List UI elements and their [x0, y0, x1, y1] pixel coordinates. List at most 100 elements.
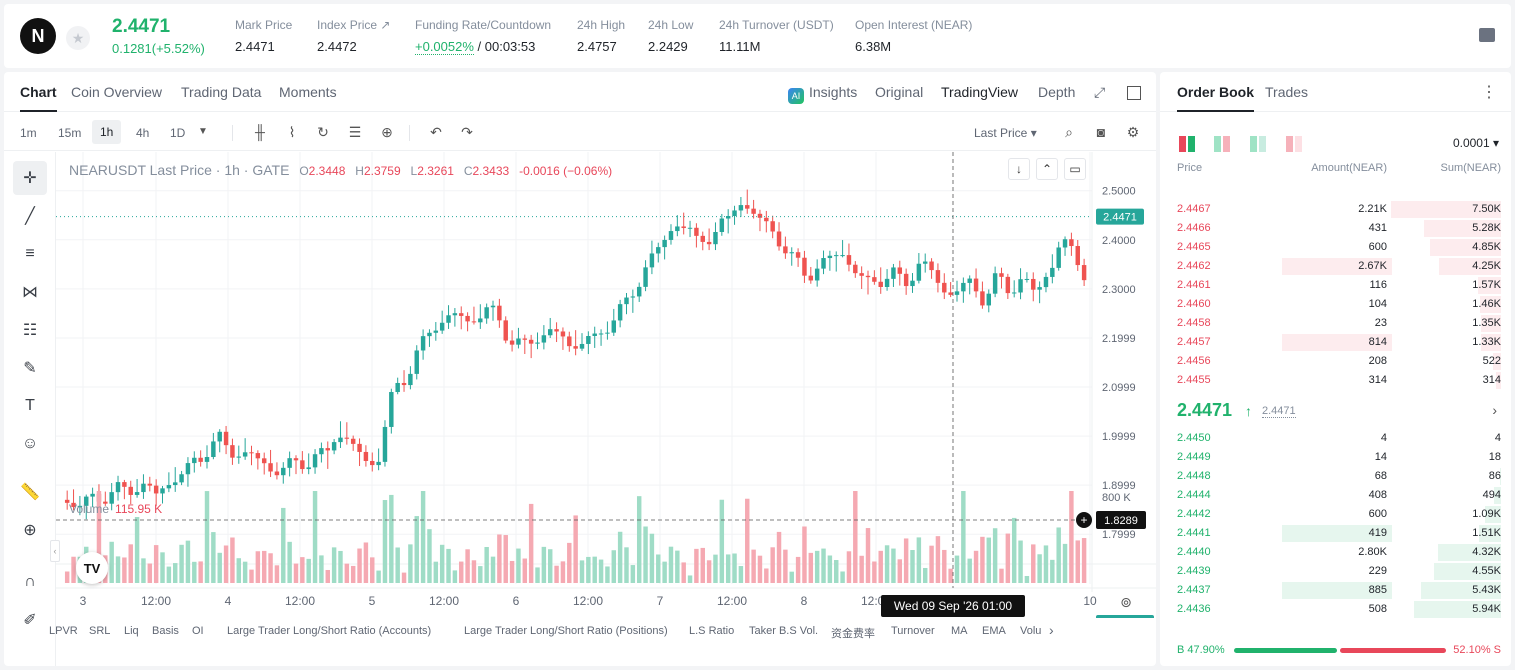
fib-icon[interactable]: ☷	[22, 322, 38, 339]
candle-type-icon[interactable]: ╫	[255, 124, 265, 140]
ask-row[interactable]: 2.4460 104 1.46K	[1160, 295, 1511, 314]
search-icon[interactable]: ⌕	[1065, 124, 1073, 140]
tradingview-tab[interactable]: TradingView	[941, 84, 1019, 100]
stat-label: 24h Turnover (USDT)	[719, 18, 834, 32]
ask-row[interactable]: 2.4457 814 1.33K	[1160, 333, 1511, 352]
indicator-item[interactable]: MA	[951, 625, 968, 637]
templates-icon[interactable]: ☰	[348, 124, 362, 140]
emoji-icon[interactable]: ☺	[21, 435, 39, 452]
add-indicator-icon[interactable]: ⊕	[381, 124, 393, 140]
ask-row[interactable]: 2.4456 208 522	[1160, 352, 1511, 371]
zoom-in-icon[interactable]: ⊕	[23, 522, 37, 539]
price-source-select[interactable]: Last Price ▾	[974, 126, 1037, 140]
indicator-item[interactable]: Turnover	[891, 625, 935, 637]
chevron-left-icon[interactable]: ‹	[50, 540, 60, 562]
indicator-item[interactable]: OI	[192, 625, 204, 637]
indicator-item[interactable]: Large Trader Long/Short Ratio (Accounts)	[227, 625, 432, 637]
indicator-item[interactable]: Volu	[1020, 625, 1042, 637]
chevron-right-icon[interactable]: ›	[1492, 402, 1497, 418]
interval-15m[interactable]: 15m	[58, 126, 82, 140]
bid-row[interactable]: 2.4444 408 494	[1160, 486, 1511, 505]
price-chart[interactable]: 2.5000 2.4000 2.3000 2.1999 2.0999 1.9999 1.89…	[56, 152, 1156, 618]
volume-bar	[859, 555, 864, 583]
layout-bids-icon[interactable]	[1214, 136, 1230, 152]
fullscreen-icon[interactable]: ▭	[1064, 158, 1086, 180]
interval-4h[interactable]: 4h	[136, 126, 150, 140]
ruler-icon[interactable]: 📏	[20, 484, 40, 501]
x-tick-label: 5	[369, 594, 376, 608]
tab-order-book[interactable]: Order Book	[1177, 84, 1255, 112]
ask-row[interactable]: 2.4466 431 5.28K	[1160, 219, 1511, 238]
bid-row[interactable]: 2.4448 68 86	[1160, 467, 1511, 486]
book-icon[interactable]	[1479, 28, 1495, 42]
ask-row[interactable]: 2.4462 2.67K 4.25K	[1160, 257, 1511, 276]
bid-row[interactable]: 2.4439 229 4.55K	[1160, 562, 1511, 581]
interval-1m[interactable]: 1m	[20, 126, 37, 140]
expand-icon[interactable]: ⤢	[1094, 84, 1106, 100]
tab-moments[interactable]: Moments	[279, 84, 337, 100]
indicator-item[interactable]: SRL	[89, 625, 111, 637]
layout-asks-icon[interactable]	[1250, 136, 1266, 152]
redo-icon[interactable]: ↷	[461, 124, 473, 140]
candle-body	[363, 451, 369, 461]
ticker-bar: N ★ 2.4471 0.1281(+5.52%) Mark Price 2.4…	[4, 4, 1511, 68]
more-options-icon[interactable]: ⋮	[1481, 84, 1497, 101]
indicator-item[interactable]: Basis	[152, 625, 179, 637]
depth-tab[interactable]: Depth	[1038, 84, 1076, 100]
crosshair-icon[interactable]: ✛	[13, 161, 47, 195]
trend-line-icon[interactable]: ╱	[25, 208, 35, 225]
chevron-right-icon[interactable]: ›	[1049, 622, 1054, 638]
undo-icon[interactable]: ↶	[430, 124, 442, 140]
candle-body	[1024, 278, 1030, 280]
favorite-star-icon[interactable]: ★	[66, 26, 90, 50]
refresh-icon[interactable]: ↻	[317, 124, 329, 140]
bid-row[interactable]: 2.4449 14 18	[1160, 448, 1511, 467]
indicator-item[interactable]: EMA	[982, 625, 1006, 637]
bid-row[interactable]: 2.4450 4 4	[1160, 429, 1511, 448]
collapse-icon[interactable]: ⌃	[1036, 158, 1058, 180]
tab-trades[interactable]: Trades	[1265, 84, 1309, 100]
horizontal-lines-icon[interactable]: ≡	[25, 245, 35, 262]
bid-row[interactable]: 2.4437 885 5.43K	[1160, 581, 1511, 600]
bid-row[interactable]: 2.4442 600 1.09K	[1160, 505, 1511, 524]
volume-bar	[395, 547, 400, 583]
pattern-icon[interactable]: ⋈	[22, 284, 38, 301]
ask-row[interactable]: 2.4465 600 4.85K	[1160, 238, 1511, 257]
indicator-item[interactable]: Liq	[124, 625, 139, 637]
scroll-down-icon[interactable]: ↓	[1008, 158, 1030, 180]
ask-row[interactable]: 2.4467 2.21K 7.50K	[1160, 200, 1511, 219]
indicator-item[interactable]: Large Trader Long/Short Ratio (Positions…	[464, 625, 668, 637]
indicator-item[interactable]: LPVR	[49, 625, 78, 637]
ask-row[interactable]: 2.4461 116 1.57K	[1160, 276, 1511, 295]
x-tick-label: 12:00	[141, 594, 171, 608]
indicator-item[interactable]: 资金费率	[831, 628, 875, 640]
index-price-stat[interactable]: Index Price ↗ 2.4472	[317, 18, 390, 54]
layout-both-icon[interactable]	[1179, 136, 1195, 152]
layout-red-icon[interactable]	[1286, 136, 1302, 152]
indicators-icon[interactable]: ⌇	[288, 124, 296, 140]
volume-bar	[1043, 545, 1049, 583]
camera-icon[interactable]: ◙	[1096, 124, 1106, 140]
magnet-icon[interactable]: ∩	[24, 573, 36, 590]
ask-row[interactable]: 2.4455 314 314	[1160, 371, 1511, 390]
bid-row[interactable]: 2.4436 508 5.94K	[1160, 600, 1511, 619]
original-tab[interactable]: Original	[875, 84, 924, 100]
tab-chart[interactable]: Chart	[20, 84, 57, 112]
window-icon[interactable]	[1127, 86, 1141, 100]
text-icon[interactable]: T	[25, 397, 35, 414]
indicator-item[interactable]: Taker B.S Vol.	[749, 625, 819, 637]
bid-row[interactable]: 2.4441 419 1.51K	[1160, 524, 1511, 543]
tab-coin-overview[interactable]: Coin Overview	[71, 84, 163, 100]
brush-icon[interactable]: ✎	[23, 360, 37, 377]
insights-tab[interactable]: AI Insights	[788, 84, 857, 104]
gear-icon[interactable]: ⚙	[1126, 124, 1140, 140]
ask-row[interactable]: 2.4458 23 1.35K	[1160, 314, 1511, 333]
interval-1d[interactable]: 1D	[170, 126, 186, 140]
indicator-item[interactable]: L.S Ratio	[689, 625, 735, 637]
interval-dropdown-icon[interactable]: ▼	[198, 126, 208, 137]
tab-trading-data[interactable]: Trading Data	[181, 84, 262, 100]
interval-1h[interactable]: 1h	[92, 120, 122, 144]
bid-row[interactable]: 2.4440 2.80K 4.32K	[1160, 543, 1511, 562]
precision-select[interactable]: 0.0001 ▾	[1452, 136, 1499, 150]
lock-drawing-icon[interactable]: ✐	[23, 612, 37, 629]
